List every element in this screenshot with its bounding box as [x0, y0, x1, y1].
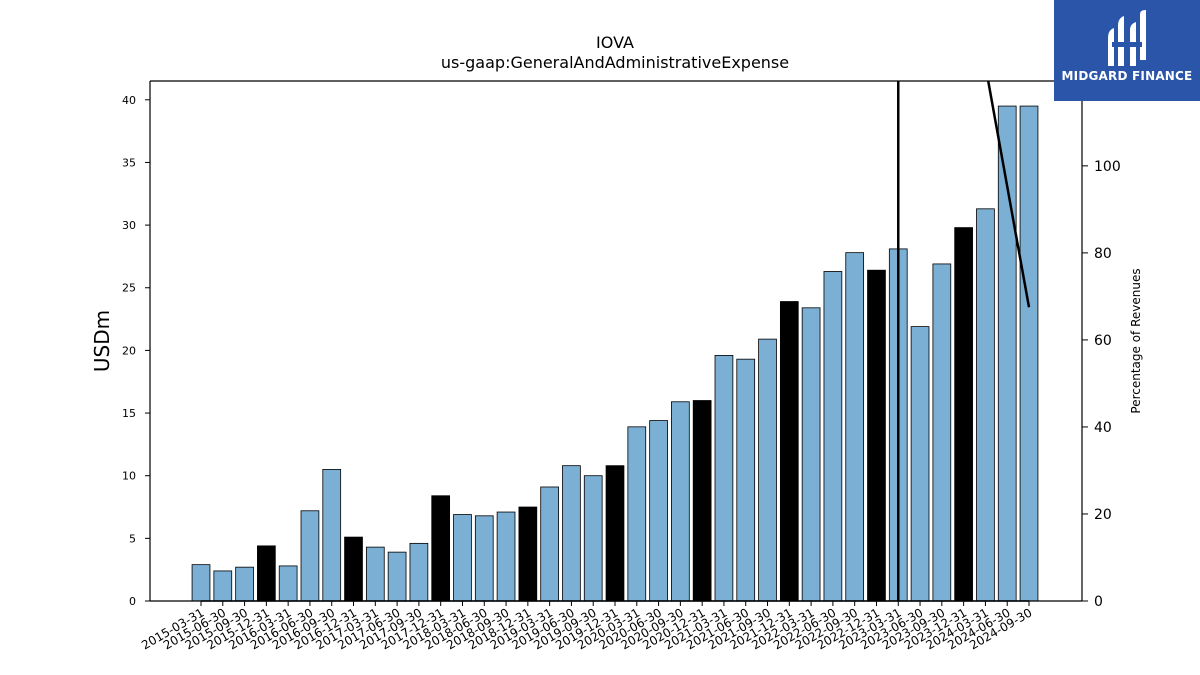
bar-2018-06-30	[474, 515, 494, 602]
bar-2015-03-31	[191, 564, 211, 602]
bar-2020-09-30	[671, 401, 690, 602]
y-tick-label: 30	[122, 219, 136, 232]
y-tick-label: 5	[129, 532, 136, 545]
bar-2019-12-31	[605, 465, 625, 602]
y2-axis-label: Percentage of Revenues	[1129, 268, 1143, 413]
y-tick-label: 20	[122, 344, 136, 357]
y2-tick-label: 100	[1094, 159, 1121, 175]
y2-tick-label: 20	[1094, 507, 1112, 523]
bar-2018-03-31	[453, 514, 472, 602]
bar-2019-06-30	[562, 465, 581, 602]
bar-2020-12-31	[692, 400, 712, 602]
y-tick-label: 40	[122, 94, 136, 107]
bar-2019-09-30	[583, 475, 603, 602]
chart-title: IOVA	[596, 33, 634, 52]
y-tick-label: 10	[122, 470, 136, 483]
x-ticks-group: 2015-03-312015-06-302015-09-302015-12-31…	[139, 601, 1035, 652]
bar-2020-06-30	[649, 420, 668, 602]
y2-tick-label: 40	[1094, 420, 1112, 436]
bar-2022-09-30	[845, 252, 865, 602]
y-tick-label: 25	[122, 282, 136, 295]
y2-ticks-group: 0 20 40 60 80 100	[1082, 159, 1121, 610]
bar-2019-03-31	[540, 486, 559, 602]
y2-tick-label: 60	[1094, 333, 1112, 349]
y-tick-label: 15	[122, 407, 136, 420]
bar-2022-03-31	[801, 307, 821, 602]
bar-2015-06-30	[213, 570, 233, 602]
bar-2016-12-31	[344, 536, 363, 602]
bar-2024-03-31	[976, 208, 995, 602]
bar-2016-03-31	[278, 565, 298, 602]
y2-tick-label: 0	[1094, 594, 1103, 610]
bar-2021-12-31	[779, 301, 799, 602]
bar-2020-03-31	[627, 426, 647, 602]
bar-2023-09-30	[932, 263, 952, 602]
bar-2017-12-31	[431, 495, 451, 602]
bar-2023-12-31	[954, 227, 973, 602]
bar-2022-06-30	[823, 271, 843, 602]
bar-2018-09-30	[496, 511, 516, 602]
line-series-segment	[986, 80, 1031, 308]
bar-2015-12-31	[257, 545, 276, 602]
bar-2017-03-31	[365, 546, 385, 602]
y-ticks-group: 0 5 10 15 20 25 30 35 40	[122, 94, 150, 608]
midgard-logo-icon	[1108, 10, 1146, 66]
bar-2024-09-30	[1019, 105, 1039, 602]
y-tick-label: 0	[129, 595, 136, 608]
y-axis-label: USDm	[90, 310, 114, 372]
logo-text: MIDGARD FINANCE	[1061, 69, 1193, 83]
bars-group	[191, 105, 1039, 602]
bar-2016-06-30	[300, 510, 320, 602]
bar-2017-09-30	[409, 542, 429, 602]
y2-tick-label: 80	[1094, 246, 1112, 262]
bar-2022-12-31	[867, 269, 886, 602]
bar-2016-09-30	[322, 469, 342, 602]
bar-2021-03-31	[714, 355, 734, 602]
bar-2018-12-31	[518, 506, 538, 602]
logo: MIDGARD FINANCE	[1054, 0, 1200, 101]
bar-2015-09-30	[235, 566, 254, 602]
bar-2017-06-30	[387, 551, 407, 602]
bar-2021-06-30	[736, 358, 756, 602]
y-tick-label: 35	[122, 156, 136, 169]
chart-subtitle: us-gaap:GeneralAndAdministrativeExpense	[441, 53, 789, 72]
bar-2023-06-30	[910, 326, 930, 602]
bar-2021-09-30	[758, 338, 777, 602]
